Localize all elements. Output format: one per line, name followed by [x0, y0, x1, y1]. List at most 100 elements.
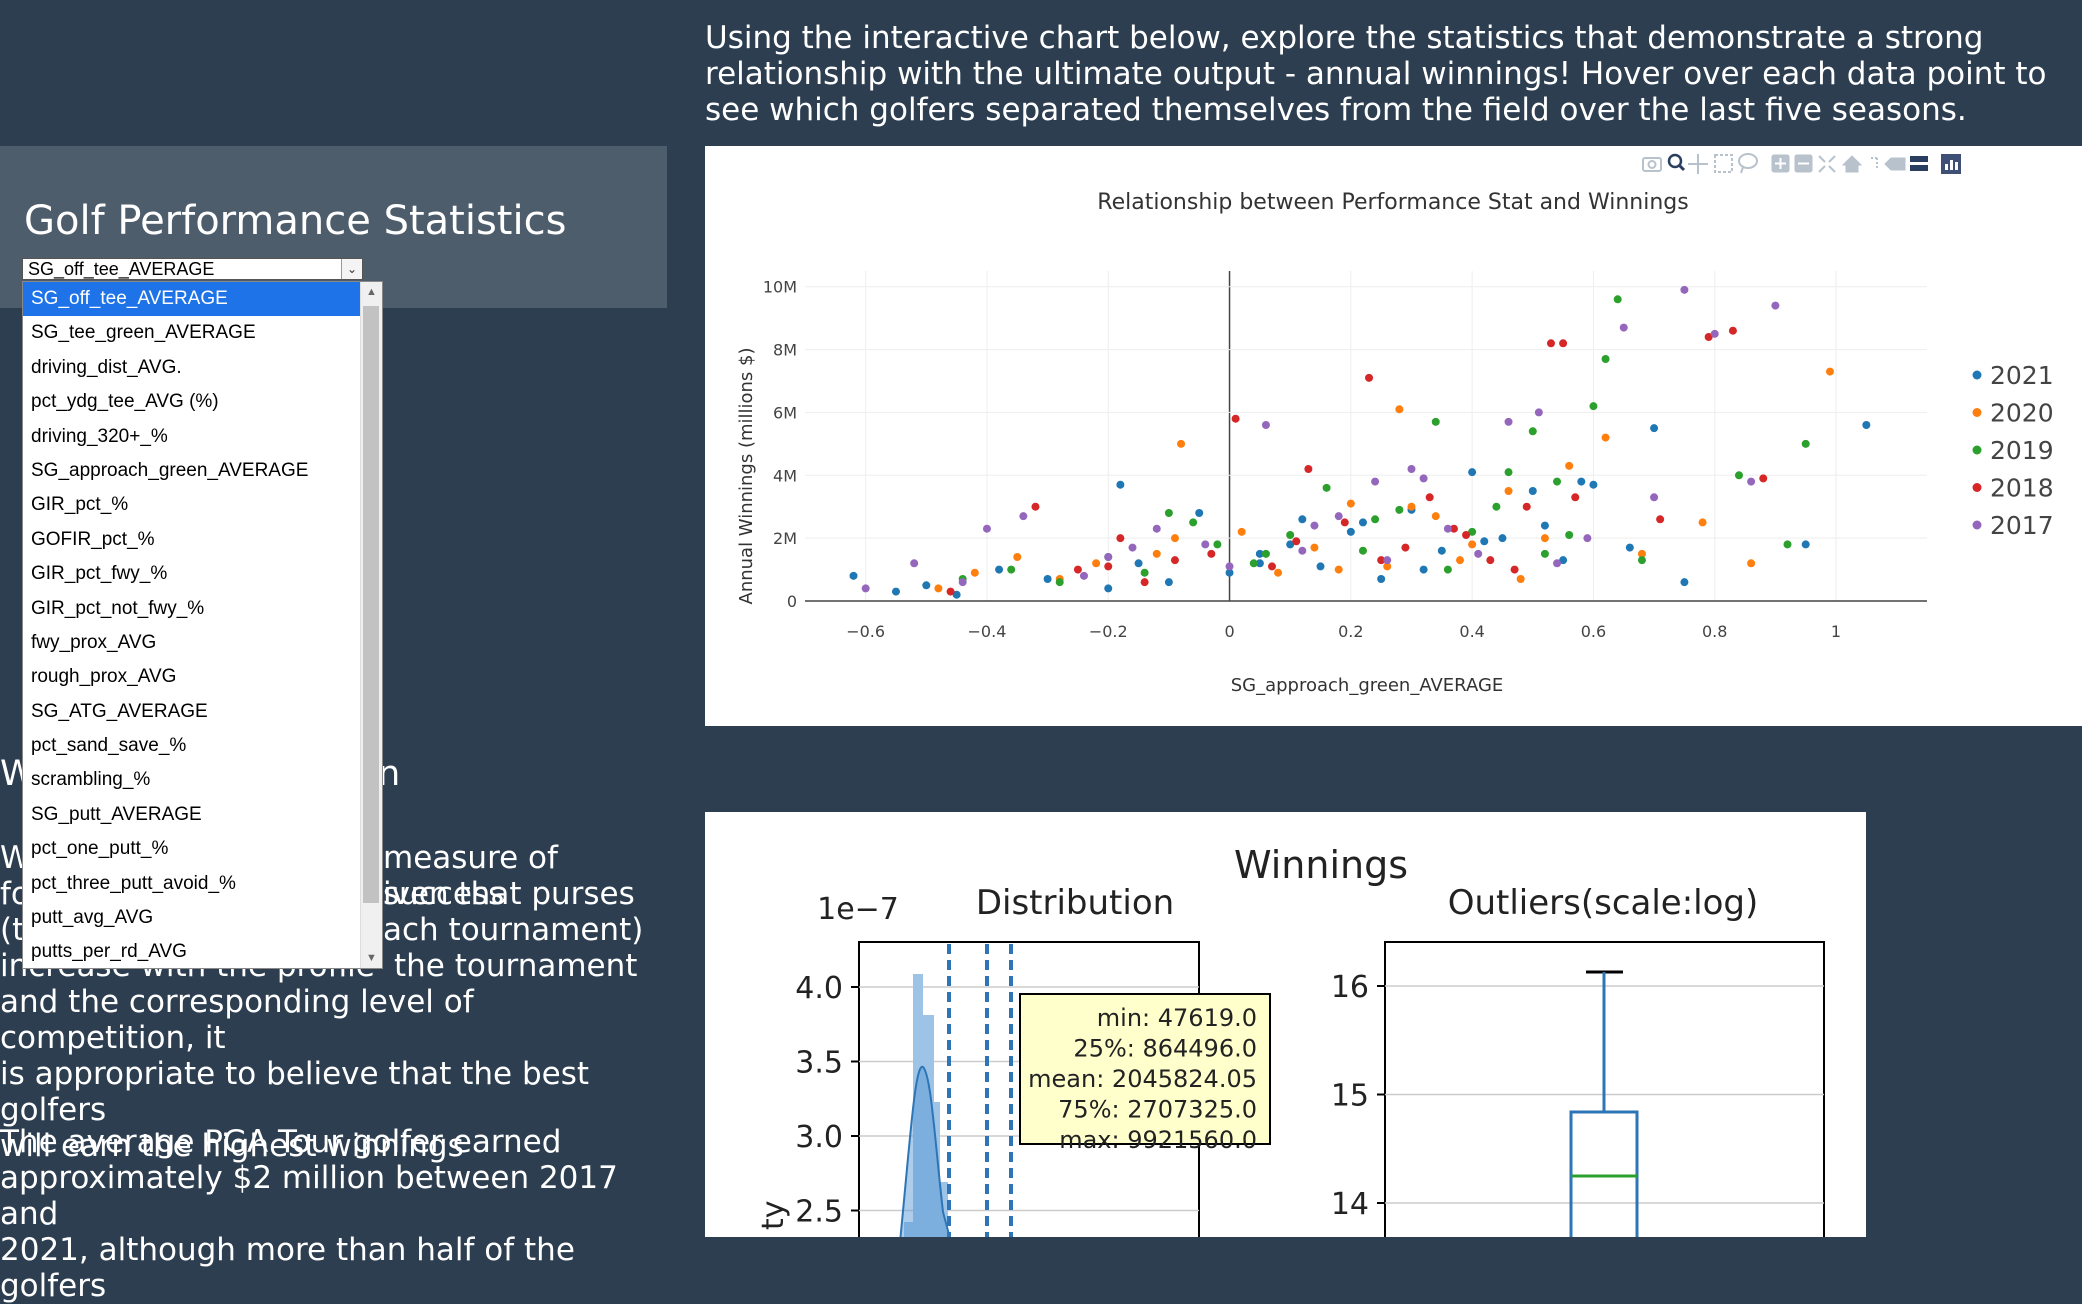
data-point[interactable]	[1371, 515, 1380, 524]
data-point[interactable]	[1334, 565, 1343, 574]
data-point[interactable]	[1407, 465, 1416, 473]
data-point[interactable]	[1358, 546, 1367, 555]
data-point[interactable]	[1104, 562, 1113, 571]
legend-label[interactable]: 2018	[1990, 474, 2054, 503]
data-point[interactable]	[934, 584, 943, 593]
data-point[interactable]	[1261, 549, 1270, 558]
scatter-chart[interactable]: Relationship between Performance Stat an…	[705, 146, 2082, 726]
camera-icon[interactable]	[1642, 157, 1662, 172]
data-point[interactable]	[1504, 487, 1513, 495]
stat-option[interactable]: SG_putt_AVERAGE	[31, 803, 202, 825]
data-point[interactable]	[1128, 543, 1137, 552]
plotly-logo-icon[interactable]	[1941, 154, 1961, 174]
lasso-icon[interactable]	[1738, 153, 1758, 174]
hover-compare-icon[interactable]	[1910, 156, 1928, 171]
data-point[interactable]	[958, 578, 967, 587]
data-point[interactable]	[1255, 549, 1264, 558]
data-point[interactable]	[1019, 512, 1028, 521]
data-point[interactable]	[982, 524, 991, 533]
data-point[interactable]	[1365, 373, 1374, 382]
zoom-in-icon[interactable]	[1771, 154, 1790, 173]
data-point[interactable]	[1383, 562, 1392, 571]
legend-label[interactable]: 2017	[1990, 511, 2054, 540]
dropdown-scrollbar[interactable]: ▲ ▼	[360, 282, 382, 968]
stat-option[interactable]: SG_tee_green_AVERAGE	[31, 322, 256, 344]
data-point[interactable]	[1261, 421, 1270, 429]
data-point[interactable]	[1007, 565, 1016, 574]
stat-option[interactable]: putt_avg_AVG	[31, 907, 154, 929]
hover-closest-icon[interactable]	[1884, 157, 1906, 171]
data-point[interactable]	[1316, 562, 1325, 571]
data-point[interactable]	[861, 584, 870, 593]
data-point[interactable]	[1801, 439, 1810, 448]
data-point[interactable]	[891, 587, 900, 596]
data-point[interactable]	[1431, 417, 1440, 426]
stat-option[interactable]: SG_approach_green_AVERAGE	[31, 459, 309, 481]
data-point[interactable]	[1274, 568, 1283, 577]
data-point[interactable]	[1456, 556, 1465, 565]
stat-option[interactable]: GIR_pct_fwy_%	[31, 563, 168, 585]
data-point[interactable]	[1637, 549, 1646, 558]
chevron-down-icon[interactable]: ▼	[366, 952, 377, 964]
legend-marker[interactable]	[1972, 445, 1982, 455]
data-point[interactable]	[1637, 556, 1646, 565]
zoom-out-icon[interactable]	[1794, 154, 1813, 173]
data-point[interactable]	[910, 559, 919, 568]
data-point[interactable]	[1043, 575, 1052, 583]
stat-option[interactable]: driving_dist_AVG.	[31, 356, 182, 378]
data-point[interactable]	[1468, 540, 1477, 549]
data-point[interactable]	[1565, 461, 1574, 470]
legend-marker[interactable]	[1972, 408, 1982, 417]
data-point[interactable]	[1468, 468, 1477, 477]
box-select-icon[interactable]	[1714, 154, 1733, 173]
stat-option[interactable]: GIR_pct_%	[31, 494, 129, 516]
data-point[interactable]	[1310, 543, 1319, 552]
legend-label[interactable]: 2019	[1990, 436, 2054, 465]
data-point[interactable]	[1079, 571, 1088, 580]
stat-option[interactable]: GOFIR_pct_%	[31, 528, 155, 550]
data-point[interactable]	[1656, 515, 1665, 524]
data-point[interactable]	[1286, 531, 1295, 539]
data-point[interactable]	[970, 568, 979, 577]
data-point[interactable]	[1177, 439, 1186, 448]
data-point[interactable]	[952, 590, 961, 599]
data-point[interactable]	[1783, 540, 1792, 549]
data-point[interactable]	[1540, 534, 1549, 543]
data-point[interactable]	[1680, 285, 1689, 294]
zoom-icon[interactable]	[1667, 153, 1686, 172]
data-point[interactable]	[1650, 424, 1659, 433]
stat-option[interactable]: SG_off_tee_AVERAGE	[23, 282, 361, 317]
data-point[interactable]	[1383, 556, 1392, 565]
stat-option[interactable]: pct_sand_save_%	[31, 735, 187, 757]
data-point[interactable]	[1092, 559, 1101, 568]
data-point[interactable]	[1255, 559, 1264, 568]
stat-option[interactable]: pct_three_putt_avoid_%	[31, 872, 236, 894]
data-point[interactable]	[1528, 487, 1537, 495]
data-point[interactable]	[1395, 505, 1404, 514]
data-point[interactable]	[1104, 553, 1113, 561]
data-point[interactable]	[1704, 333, 1713, 341]
data-point[interactable]	[1577, 477, 1586, 486]
data-point[interactable]	[1437, 546, 1446, 555]
data-point[interactable]	[1031, 502, 1040, 511]
data-point[interactable]	[1170, 556, 1179, 565]
data-point[interactable]	[1480, 537, 1489, 546]
data-point[interactable]	[1134, 559, 1143, 568]
data-point[interactable]	[1322, 483, 1331, 492]
data-point[interactable]	[1237, 527, 1246, 536]
stat-option[interactable]: putts_per_rd_AVG	[31, 941, 187, 963]
data-point[interactable]	[1334, 512, 1343, 521]
data-point[interactable]	[1401, 543, 1410, 552]
data-point[interactable]	[1425, 493, 1434, 502]
reset-axes-icon[interactable]	[1841, 155, 1863, 173]
data-point[interactable]	[1862, 421, 1871, 429]
data-point[interactable]	[1377, 575, 1386, 583]
chevron-down-icon[interactable]: ⌄	[341, 259, 362, 279]
data-point[interactable]	[1013, 553, 1022, 561]
data-point[interactable]	[1601, 433, 1610, 442]
legend-label[interactable]: 2020	[1990, 399, 2054, 428]
spike-lines-icon[interactable]	[1871, 157, 1878, 170]
data-point[interactable]	[1449, 524, 1458, 533]
data-point[interactable]	[1625, 543, 1634, 552]
data-point[interactable]	[1292, 537, 1301, 546]
